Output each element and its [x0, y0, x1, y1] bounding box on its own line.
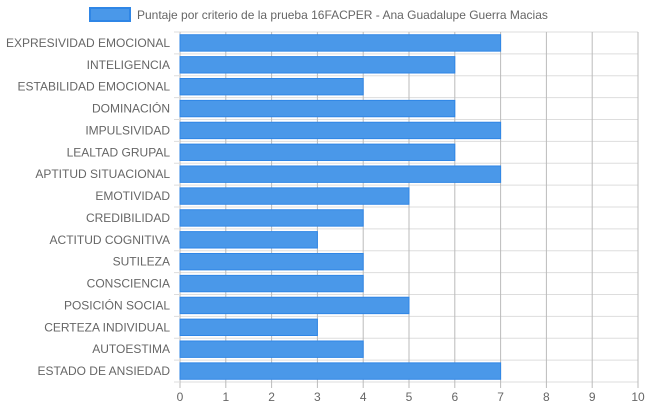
- category-label: DOMINACIÓN: [92, 101, 170, 116]
- value-tick-label: 10: [631, 390, 645, 404]
- value-tick-label: 7: [497, 390, 504, 404]
- category-label: ESTABILIDAD EMOCIONAL: [18, 80, 171, 94]
- category-label: SUTILEZA: [113, 255, 170, 269]
- bar[interactable]: [179, 187, 410, 205]
- value-tick-label: 4: [360, 390, 367, 404]
- value-tick-label: 3: [314, 390, 321, 404]
- bars: [179, 34, 502, 380]
- value-axis: 0 1 2 3 4 5 6 7 8 9 10: [177, 390, 645, 404]
- category-label: IMPULSIVIDAD: [85, 123, 170, 137]
- category-label: POSICIÓN SOCIAL: [64, 297, 170, 312]
- bar[interactable]: [179, 165, 502, 183]
- bar[interactable]: [179, 274, 364, 293]
- category-label: ESTADO DE ANSIEDAD: [38, 364, 171, 378]
- value-tick-label: 0: [177, 390, 184, 404]
- bar[interactable]: [179, 318, 318, 337]
- category-label: CREDIBILIDAD: [86, 211, 170, 225]
- value-tick-label: 8: [543, 390, 550, 404]
- bar[interactable]: [179, 77, 364, 96]
- legend[interactable]: Puntaje por criterio de la prueba 16FACP…: [89, 7, 548, 22]
- category-label: EMOTIVIDAD: [95, 189, 170, 203]
- category-label: CERTEZA INDIVIDUAL: [44, 320, 170, 334]
- bar[interactable]: [179, 143, 456, 162]
- category-label: INTELIGENCIA: [87, 58, 170, 72]
- category-label: CONSCIENCIA: [87, 277, 170, 291]
- bar[interactable]: [179, 99, 456, 118]
- bar[interactable]: [179, 209, 364, 227]
- bar[interactable]: [179, 121, 502, 140]
- category-axis: EXPRESIVIDAD EMOCIONAL INTELIGENCIA ESTABI…: [6, 36, 170, 378]
- bar[interactable]: [179, 362, 502, 380]
- bar[interactable]: [179, 252, 364, 271]
- bar[interactable]: [179, 231, 318, 249]
- category-label: EXPRESIVIDAD EMOCIONAL: [6, 36, 170, 50]
- bar[interactable]: [179, 56, 456, 74]
- category-label: LEALTAD GRUPAL: [67, 145, 171, 159]
- value-tick-label: 2: [268, 390, 275, 404]
- category-label: AUTOESTIMA: [92, 342, 170, 356]
- legend-label[interactable]: Puntaje por criterio de la prueba 16FACP…: [137, 8, 548, 22]
- value-tick-label: 5: [406, 390, 413, 404]
- legend-swatch[interactable]: [89, 7, 131, 22]
- bar[interactable]: [179, 34, 502, 52]
- value-tick-label: 6: [451, 390, 458, 404]
- bar[interactable]: [179, 340, 364, 358]
- value-tick-label: 9: [589, 390, 596, 404]
- bar[interactable]: [179, 296, 410, 315]
- category-label: APTITUD SITUACIONAL: [35, 167, 170, 181]
- category-label: ACTITUD COGNITIVA: [50, 233, 170, 247]
- value-tick-label: 1: [222, 390, 229, 404]
